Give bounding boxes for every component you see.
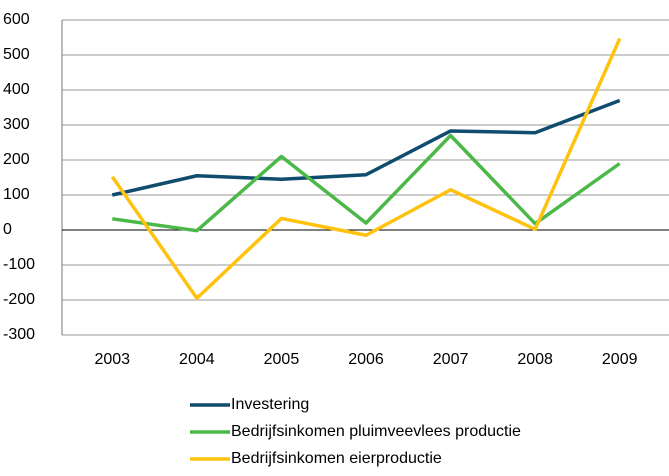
y-tick-label: -100 bbox=[3, 256, 35, 273]
y-tick-label: 0 bbox=[3, 221, 12, 238]
x-tick-label: 2008 bbox=[517, 351, 553, 368]
y-tick-label: 200 bbox=[3, 151, 30, 168]
y-tick-label: 100 bbox=[3, 186, 30, 203]
x-tick-label: 2009 bbox=[602, 351, 638, 368]
y-tick-label: 400 bbox=[3, 81, 30, 98]
x-tick-label: 2005 bbox=[264, 351, 300, 368]
y-tick-label: -300 bbox=[3, 326, 35, 343]
series-line bbox=[111, 98, 621, 197]
legend-label: Bedrijfsinkomen pluimveevlees productie bbox=[231, 423, 521, 440]
series-line bbox=[112, 133, 621, 233]
y-tick-label: 500 bbox=[3, 46, 30, 63]
x-tick-label: 2006 bbox=[348, 351, 384, 368]
y-tick-label: 300 bbox=[3, 116, 30, 133]
legend-label: Investering bbox=[231, 396, 309, 413]
legend-label: Bedrijfsinkomen eierproductie bbox=[231, 450, 442, 467]
y-tick-label: 600 bbox=[3, 11, 30, 28]
series-line bbox=[110, 37, 622, 300]
y-tick-label: -200 bbox=[3, 291, 35, 308]
x-tick-label: 2004 bbox=[179, 351, 215, 368]
x-tick-label: 2003 bbox=[94, 351, 130, 368]
x-tick-label: 2007 bbox=[433, 351, 469, 368]
